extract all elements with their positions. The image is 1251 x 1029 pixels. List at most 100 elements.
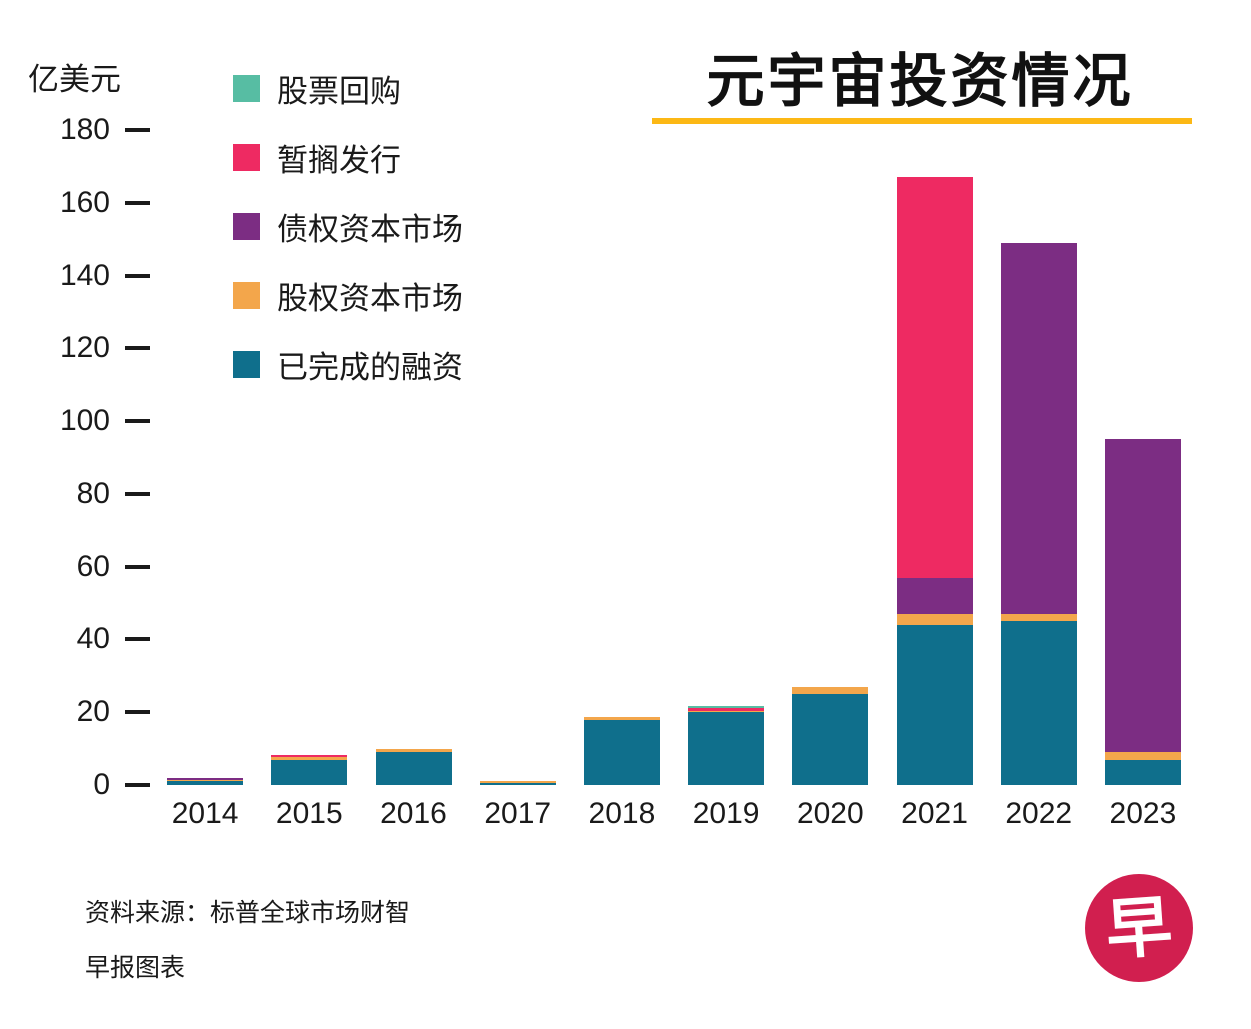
legend-item: 股票回购 xyxy=(233,66,463,111)
bar-segment xyxy=(583,719,660,785)
bar-segment xyxy=(479,781,556,784)
stacked-bar xyxy=(479,781,556,785)
stacked-bar xyxy=(167,778,244,785)
bar-segment xyxy=(375,752,452,785)
legend-item: 暂搁发行 xyxy=(233,135,463,180)
legend-swatch xyxy=(233,351,260,378)
bar-segment xyxy=(896,577,973,614)
stacked-bar xyxy=(271,755,348,785)
y-tick-mark xyxy=(125,637,150,642)
bar-slot xyxy=(570,130,674,785)
bar-segment xyxy=(896,624,973,785)
legend-label: 暂搁发行 xyxy=(277,143,401,178)
bar-segment xyxy=(1000,621,1077,785)
legend: 股票回购暂搁发行债权资本市场股权资本市场 已完成的融资 xyxy=(233,66,463,411)
stacked-bar xyxy=(1000,242,1077,785)
title-underline xyxy=(652,118,1192,124)
bar-segment xyxy=(792,686,869,695)
y-tick-mark xyxy=(125,419,150,424)
y-tick-mark xyxy=(125,346,150,351)
legend-swatch xyxy=(233,213,260,240)
y-tick-mark xyxy=(125,564,150,569)
bar-segment xyxy=(375,749,452,753)
bar-slot xyxy=(466,130,570,785)
bar-segment xyxy=(1104,759,1181,785)
chart-title: 元宇宙投资情况 xyxy=(706,49,1134,114)
stacked-bar xyxy=(375,749,452,785)
y-tick-label: 60 xyxy=(76,549,110,583)
bar-segment xyxy=(688,706,765,708)
y-tick: 20 xyxy=(18,695,150,729)
legend-label: 股权资本市场 xyxy=(277,281,463,316)
legend-swatch xyxy=(233,282,260,309)
bar-segment xyxy=(1104,439,1181,753)
y-tick-mark xyxy=(125,128,150,132)
bar-segment xyxy=(271,759,348,785)
y-tick-label: 0 xyxy=(93,768,110,801)
x-axis-label: 2020 xyxy=(796,797,864,830)
y-tick-mark xyxy=(125,783,150,787)
zaobao-logo: 早 xyxy=(1085,874,1193,982)
bar-segment xyxy=(688,712,765,785)
y-tick: 60 xyxy=(18,550,150,584)
x-axis-label: 2015 xyxy=(275,797,343,830)
bar-segment xyxy=(896,177,973,578)
bar-slot xyxy=(1091,130,1195,785)
legend-label: 股票回购 xyxy=(277,74,401,109)
bar-segment xyxy=(167,778,244,781)
bar-segment xyxy=(896,613,973,625)
y-tick: 40 xyxy=(18,622,150,656)
bar-segment xyxy=(1000,242,1077,614)
bar-slot xyxy=(882,130,986,785)
legend-swatch xyxy=(233,75,260,102)
y-tick-label: 40 xyxy=(76,622,110,656)
y-tick: 180 xyxy=(18,113,150,147)
plot-area xyxy=(153,130,1195,785)
y-axis-unit-label: 亿美元 xyxy=(28,62,121,97)
y-tick-label: 120 xyxy=(59,331,110,365)
legend-item: 债权资本市场 xyxy=(233,204,463,249)
y-tick: 80 xyxy=(18,477,150,511)
bar-segment xyxy=(688,710,765,713)
y-tick: 140 xyxy=(18,259,150,293)
bar-slot xyxy=(361,130,465,785)
legend-item: 股权资本市场 xyxy=(233,273,463,318)
x-axis-label: 2022 xyxy=(1005,797,1073,830)
credit-text: 早报图表 xyxy=(85,954,186,982)
bar-segment xyxy=(167,780,244,782)
bar-segment xyxy=(1104,752,1181,760)
bar-segment xyxy=(583,717,660,720)
y-tick-mark xyxy=(125,710,150,715)
y-tick-label: 100 xyxy=(59,404,110,438)
stacked-bar xyxy=(792,686,869,785)
bar-segment xyxy=(1000,613,1077,622)
x-axis-label: 2021 xyxy=(901,797,968,830)
bar-segment xyxy=(479,783,556,785)
x-axis-label: 2014 xyxy=(171,797,239,830)
y-tick-label: 140 xyxy=(59,258,110,292)
x-axis-labels: 2014 2015 2016 2017 2018 2019 2020 2021 2022 2023 xyxy=(153,797,1195,831)
bar-segment xyxy=(271,755,348,758)
stacked-bar xyxy=(688,706,765,785)
bar-slot xyxy=(257,130,361,785)
y-tick-label: 80 xyxy=(76,476,110,510)
y-tick-mark xyxy=(125,491,150,496)
legend-item: 已完成的融资 xyxy=(233,342,463,387)
legend-label: 已完成的融资 xyxy=(277,350,463,385)
y-tick-label: 180 xyxy=(59,113,110,146)
bar-slot xyxy=(674,130,778,785)
y-tick-label: 20 xyxy=(76,695,110,729)
y-tick: 160 xyxy=(18,186,150,220)
stacked-bar xyxy=(1104,439,1181,785)
y-tick-mark xyxy=(125,273,150,278)
x-axis-label: 2019 xyxy=(692,797,760,830)
y-tick: 0 xyxy=(18,768,150,802)
stacked-bar xyxy=(583,717,660,785)
logo-character: 早 xyxy=(1103,886,1175,970)
x-axis-label: 2016 xyxy=(380,797,447,830)
y-tick: 100 xyxy=(18,404,150,438)
bar-slot xyxy=(153,130,257,785)
source-text: 资料来源：标普全球市场财智 xyxy=(85,899,411,927)
bar-segment xyxy=(792,694,869,785)
x-axis-label: 2017 xyxy=(484,797,552,830)
